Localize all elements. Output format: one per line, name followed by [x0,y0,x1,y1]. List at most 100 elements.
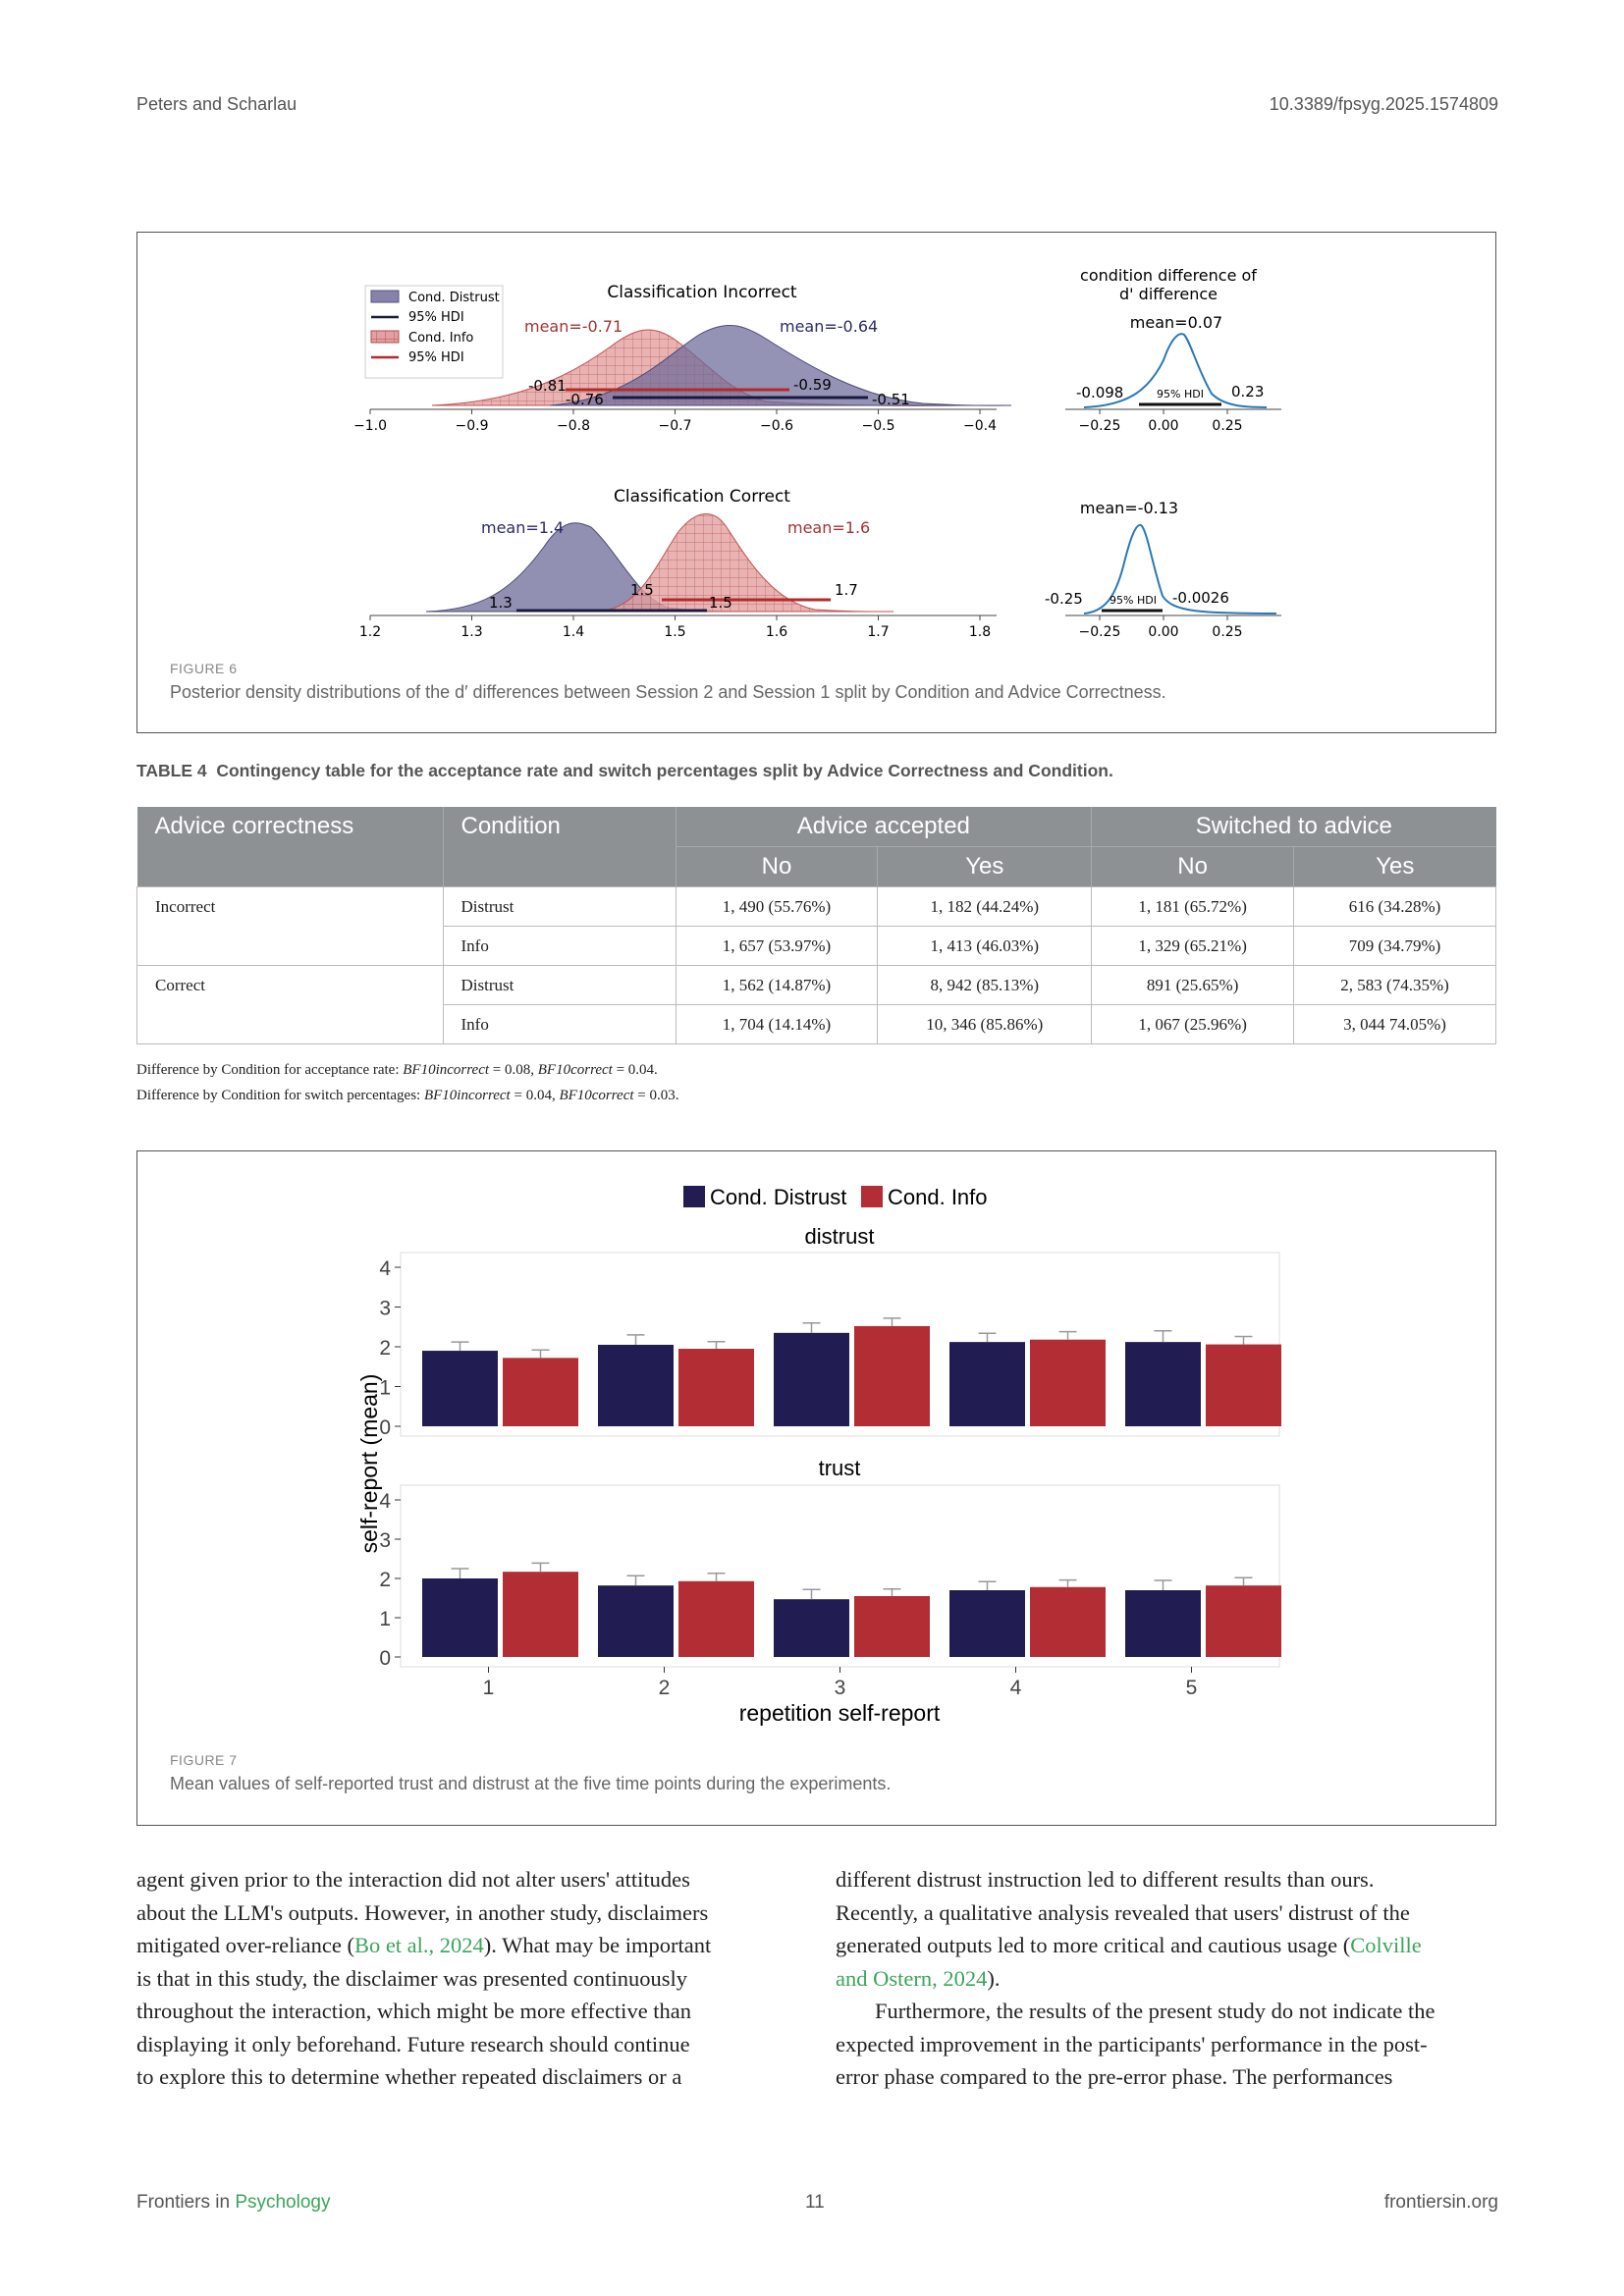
footer-frontiers: Frontiers in [136,2192,236,2213]
cell-accepted-yes: 8, 942 (85.13%) [877,965,1093,1005]
table-note-switch: Difference by Condition for switch perce… [136,1088,679,1104]
body-text: mitigated over-reliance ( [136,1933,354,1957]
legend-distrust: Cond. Distrust [710,1185,846,1209]
note-acceptance-val-b: = 0.04. [616,1062,658,1078]
body-line: about the LLM's outputs. However, in ano… [136,1899,709,1925]
footer-site-link[interactable]: frontiersin.org [1383,2192,1498,2213]
x-tick-label: 4 [1010,1677,1022,1699]
correct-info-hdi-high: 1.7 [835,581,858,599]
body-line: and Ostern, 2024). [836,1962,1496,1996]
x-tick-label: 1.3 [460,624,482,640]
y-tick-label: 3 [379,1298,391,1320]
body-line: agent given prior to the interaction did… [136,1867,690,1892]
figure-6-caption: Posterior density distributions of the d… [170,682,1166,702]
figure-7-chart: Cond. Distrust Cond. Info distrust trust… [356,1185,1281,1726]
bar-distrust-info [854,1325,930,1426]
incorrect-info-hdi-low: -0.81 [528,377,567,395]
table-row: Info 1, 657 (53.97%) 1, 413 (46.03%) 1, … [137,926,1496,966]
x-tick-label: 1 [483,1677,495,1699]
table-header-row-1: Advice correctness Condition Advice acce… [136,807,1496,887]
cell-condition: Info [442,926,677,966]
y-tick-label: 2 [379,1337,391,1360]
y-tick-label: 2 [379,1569,391,1591]
y-tick-label: 3 [379,1529,391,1552]
bar-distrust-info [1206,1344,1281,1426]
table-4-label: TABLE 4 [136,761,207,780]
incorrect-info-hdi-high: -0.59 [793,376,832,394]
diff-incorrect-hdi-label: 95% HDI [1157,388,1204,400]
bar-trust-distrust [774,1599,849,1657]
diff-incorrect-mean: mean=0.07 [1130,313,1222,332]
diff-correct-low: -0.25 [1045,590,1083,608]
cell-condition: Info [442,1004,677,1044]
y-tick-label: 1 [379,1377,391,1400]
figure-6: Cond. Distrust 95% HDI Cond. Info 95% HD… [136,232,1496,733]
correct-info-hdi-low: 1.5 [630,581,654,599]
x-tick-label: 2 [659,1677,671,1699]
legend-hdi-2: 95% HDI [408,350,464,365]
diff-title-line2: d' difference [1119,285,1218,303]
y-tick-label: 0 [379,1647,391,1670]
legend-distrust: Cond. Distrust [408,291,500,305]
body-line: expected improvement in the participants… [836,2031,1428,2056]
running-header-doi[interactable]: 10.3389/fpsyg.2025.1574809 [1269,94,1498,114]
legend-hdi-1: 95% HDI [408,310,464,325]
x-tick-label: −0.9 [456,418,489,434]
citation-link-colville[interactable]: Colville [1350,1933,1422,1957]
cell-switched-no: 891 (25.65%) [1091,965,1295,1005]
cell-condition: Distrust [442,886,677,927]
bf-incorrect: BF10incorrect [423,1088,511,1103]
cell-switched-no: 1, 329 (65.21%) [1091,926,1295,966]
panel-title-distrust: distrust [805,1224,875,1249]
cell-correctness: Incorrect [136,886,444,966]
note-switch-val-b: = 0.03. [637,1088,679,1103]
figure-7-caption: Mean values of self-reported trust and d… [170,1774,892,1793]
table-row: Info 1, 704 (14.14%) 10, 346 (85.86%) 1,… [137,1004,1496,1044]
correct-info-mean: mean=1.6 [787,518,870,537]
table-4-title: Contingency table for the acceptance rat… [216,761,1113,780]
x-tick-label: 1.6 [766,624,787,640]
diff-incorrect-density [1083,333,1268,408]
x-tick-label: 1.5 [664,624,685,640]
th-condition: Condition [442,807,676,887]
diff-correct-high: -0.0026 [1172,589,1229,607]
body-line: Furthermore, the results of the present … [875,1999,1435,2023]
body-line: mitigated over-reliance (Bo et al., 2024… [136,1929,797,1962]
bar-trust-distrust [422,1578,498,1657]
bar-trust-distrust [1125,1590,1201,1657]
figure-7-label: FIGURE 7 [170,1752,238,1768]
cell-accepted-no: 1, 704 (14.14%) [675,1004,879,1044]
body-line: throughout the interaction, which might … [136,1999,692,2023]
body-text: generated outputs led to more critical a… [836,1933,1351,1957]
diff-correct-x-ticks: −0.25 0.00 0.25 [1079,615,1243,640]
bar-distrust-distrust [1125,1342,1201,1426]
incorrect-distrust-hdi-low: -0.76 [566,391,604,408]
panel-frame [400,1252,1280,1437]
correct-title: Classification Correct [614,487,790,507]
figure-7: Cond. Distrust Cond. Info distrust trust… [136,1150,1496,1826]
th-accepted-no: No [675,846,878,887]
legend-distrust-swatch [370,290,400,303]
x-tick-label: 0.25 [1212,624,1242,640]
table-header-row-2: No Yes No Yes [137,846,1496,887]
footer-journal-link[interactable]: Psychology [235,2192,331,2213]
diff-incorrect-x-ticks: −0.25 0.00 0.25 [1079,409,1243,434]
x-tick-label: 1.4 [563,624,584,640]
table-row: Correct Distrust 1, 562 (14.87%) 8, 942 … [136,965,1496,1044]
citation-link-bo[interactable]: Bo et al., 2024 [353,1933,484,1957]
bar-trust-distrust [949,1590,1025,1657]
table-row: Incorrect Distrust 1, 490 (55.76%) 1, 18… [136,886,1496,966]
figure-6-plot: Cond. Distrust 95% HDI Cond. Info 95% HD… [353,266,1281,640]
incorrect-distrust-density [549,324,1012,406]
incorrect-distrust-mean: mean=-0.64 [780,317,878,336]
bar-distrust-info [678,1349,754,1426]
th-switched-no: No [1091,846,1294,887]
body-line: Recently, a qualitative analysis reveale… [836,1899,1410,1925]
contingency-table: Advice correctness Condition Advice acce… [136,807,1496,1044]
cell-switched-yes: 3, 044 74.05%) [1293,1004,1496,1044]
bar-distrust-distrust [774,1332,849,1426]
bar-trust-info [503,1572,578,1657]
x-tick-label: −0.5 [862,418,895,434]
table-note-acceptance: Difference by Condition for acceptance r… [136,1062,658,1079]
citation-link-colville-2[interactable]: and Ostern, 2024 [836,1965,988,1991]
